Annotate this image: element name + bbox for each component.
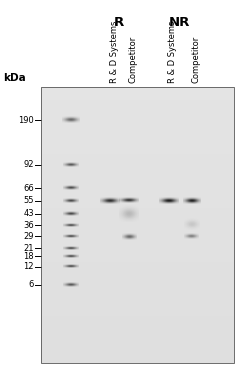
Text: kDa: kDa (3, 73, 25, 83)
Text: 18: 18 (24, 252, 34, 261)
Text: 190: 190 (18, 115, 34, 125)
Text: Competitor: Competitor (129, 36, 138, 83)
Text: 21: 21 (24, 244, 34, 253)
Bar (41, 87, 234, 363)
Text: 92: 92 (24, 160, 34, 169)
Text: 66: 66 (23, 184, 34, 193)
Text: 12: 12 (24, 262, 34, 271)
Text: 6: 6 (29, 280, 34, 289)
Text: Competitor: Competitor (192, 36, 200, 83)
Text: R & D Systems: R & D Systems (168, 21, 177, 83)
Text: 29: 29 (24, 232, 34, 241)
Text: R & D Systems: R & D Systems (110, 21, 118, 83)
Text: NR: NR (169, 16, 191, 29)
Text: 36: 36 (23, 221, 34, 230)
Text: 55: 55 (24, 196, 34, 205)
Text: 43: 43 (24, 209, 34, 218)
Text: R: R (114, 16, 124, 29)
